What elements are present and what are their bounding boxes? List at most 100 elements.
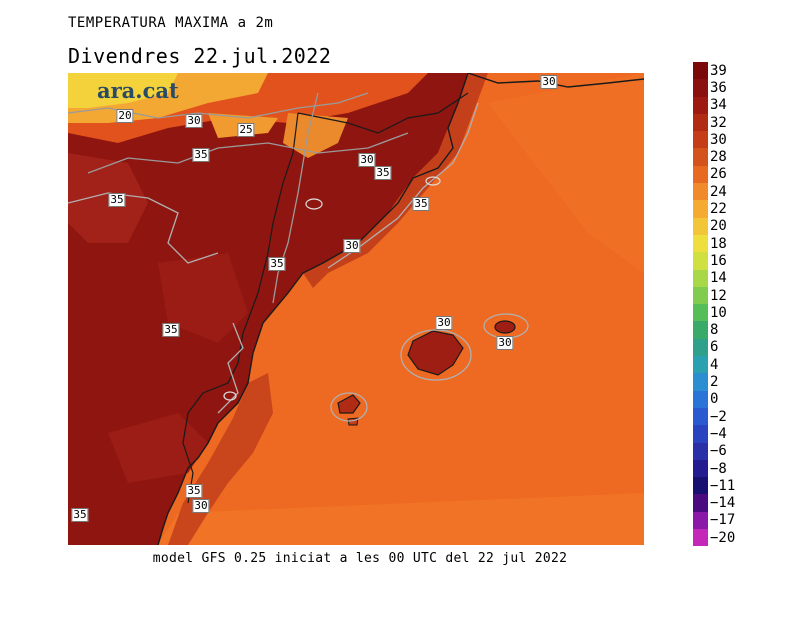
colorbar-label: 28 bbox=[710, 149, 727, 166]
contour-label: 35 bbox=[185, 484, 203, 498]
contour-line-35 bbox=[68, 192, 219, 264]
colorbar-label: 10 bbox=[710, 304, 727, 321]
colorbar-label: 39 bbox=[710, 62, 727, 79]
contour-ring-ibiza bbox=[330, 392, 368, 422]
contour-hotspot-3 bbox=[425, 176, 441, 186]
colorbar-swatch bbox=[693, 131, 708, 149]
colorbar-label: −11 bbox=[710, 477, 736, 494]
temperature-map bbox=[68, 73, 644, 545]
land-patch-west bbox=[68, 153, 148, 243]
menorca-island bbox=[494, 320, 516, 334]
contour-label: 20 bbox=[116, 109, 134, 123]
contour-label: 30 bbox=[540, 75, 558, 89]
mallorca-island bbox=[407, 330, 464, 376]
colorbar-label: 24 bbox=[710, 183, 727, 200]
contour-label: 35 bbox=[162, 323, 180, 337]
colorbar-label: 32 bbox=[710, 114, 727, 131]
colorbar-swatch bbox=[693, 442, 708, 460]
colorbar-swatch bbox=[693, 494, 708, 512]
colorbar-label: 0 bbox=[710, 391, 719, 408]
colorbar-swatch bbox=[693, 338, 708, 357]
contour-label: 30 bbox=[496, 336, 514, 350]
colorbar-label: −14 bbox=[710, 495, 736, 512]
colorbar-swatch bbox=[693, 113, 708, 132]
colorbar-label: 22 bbox=[710, 201, 727, 218]
border-pyrenees bbox=[297, 92, 469, 134]
colorbar-swatch bbox=[693, 252, 708, 270]
contour-label: 35 bbox=[374, 166, 392, 180]
map-svg bbox=[68, 73, 644, 545]
contour-line-vertical bbox=[272, 92, 319, 304]
contour-label: 35 bbox=[71, 508, 89, 522]
colorbar-label: 8 bbox=[710, 322, 719, 339]
colorbar-swatch bbox=[693, 148, 708, 166]
colorbar-swatch bbox=[693, 511, 708, 530]
sea-south-band bbox=[158, 493, 644, 545]
colorbar-swatch bbox=[693, 425, 708, 443]
colorbar-swatch bbox=[693, 529, 708, 547]
contour-label: 35 bbox=[412, 197, 430, 211]
sea-east-band bbox=[488, 73, 644, 273]
contour-label: 30 bbox=[185, 114, 203, 128]
colorbar-label: 2 bbox=[710, 374, 719, 391]
colorbar-label: 16 bbox=[710, 252, 727, 269]
colorbar-swatch bbox=[693, 269, 708, 287]
coastal-band-north bbox=[303, 73, 488, 288]
colorbar-swatch bbox=[693, 407, 708, 426]
contour-label: 30 bbox=[192, 499, 210, 513]
colorbar-label: −4 bbox=[710, 425, 727, 442]
land-patch-south bbox=[108, 413, 208, 483]
chart-title: TEMPERATURA MAXIMA a 2m bbox=[68, 15, 274, 31]
colorbar-label: 30 bbox=[710, 131, 727, 148]
colorbar-swatch bbox=[693, 356, 708, 374]
contour-ring-mallorca bbox=[400, 329, 472, 381]
colorbar-label: −6 bbox=[710, 443, 727, 460]
colorbar-swatch bbox=[693, 234, 708, 253]
contour-line-25 bbox=[68, 92, 369, 119]
colorbar-swatch bbox=[693, 200, 708, 218]
colorbar-swatch bbox=[693, 217, 708, 235]
colorbar-label: 34 bbox=[710, 97, 727, 114]
colorbar-label: −17 bbox=[710, 512, 736, 529]
coastline bbox=[157, 73, 469, 545]
contour-line-30 bbox=[87, 132, 409, 174]
contour-label: 35 bbox=[192, 148, 210, 162]
pyrenees-cool-patch bbox=[283, 113, 348, 158]
colorbar-swatch bbox=[693, 373, 708, 391]
colorbar-swatch bbox=[693, 459, 708, 478]
colorbar-swatch bbox=[693, 62, 708, 80]
contour-label: 35 bbox=[108, 193, 126, 207]
colorbar-label: −20 bbox=[710, 529, 736, 546]
colorbar-swatch bbox=[693, 304, 708, 322]
contour-label: 30 bbox=[358, 153, 376, 167]
colorbar-label: 20 bbox=[710, 218, 727, 235]
land-patch-mid bbox=[158, 253, 248, 343]
colorbar-swatch bbox=[693, 96, 708, 114]
colorbar-label: 12 bbox=[710, 287, 727, 304]
colorbar-label: 26 bbox=[710, 166, 727, 183]
colorbar-swatch bbox=[693, 183, 708, 201]
colorbar-label: 36 bbox=[710, 79, 727, 96]
colorbar-label: −2 bbox=[710, 408, 727, 425]
colorbar-label: 18 bbox=[710, 235, 727, 252]
colorbar-label: 6 bbox=[710, 339, 719, 356]
colorbar-swatch bbox=[693, 477, 708, 495]
colorbar-swatch bbox=[693, 286, 708, 305]
coldest-region-northwest bbox=[68, 73, 178, 108]
colorbar-label: −8 bbox=[710, 460, 727, 477]
contour-label: 35 bbox=[268, 257, 286, 271]
contour-label: 30 bbox=[435, 316, 453, 330]
contour-label: 30 bbox=[343, 239, 361, 253]
colorbar-swatch bbox=[693, 390, 708, 408]
chart-subtitle: Divendres 22.jul.2022 bbox=[68, 44, 332, 68]
colorbar-label: 14 bbox=[710, 270, 727, 287]
contour-label: 25 bbox=[237, 123, 255, 137]
colorbar-label: 4 bbox=[710, 356, 719, 373]
border-line bbox=[182, 112, 299, 504]
model-caption: model GFS 0.25 iniciat a les 00 UTC del … bbox=[152, 551, 568, 566]
brand-logo: ara.cat bbox=[97, 78, 179, 103]
contour-hotspot-2 bbox=[305, 198, 323, 210]
colorbar-swatch bbox=[693, 165, 708, 184]
ibiza-island bbox=[337, 394, 361, 414]
colorbar bbox=[693, 62, 708, 547]
